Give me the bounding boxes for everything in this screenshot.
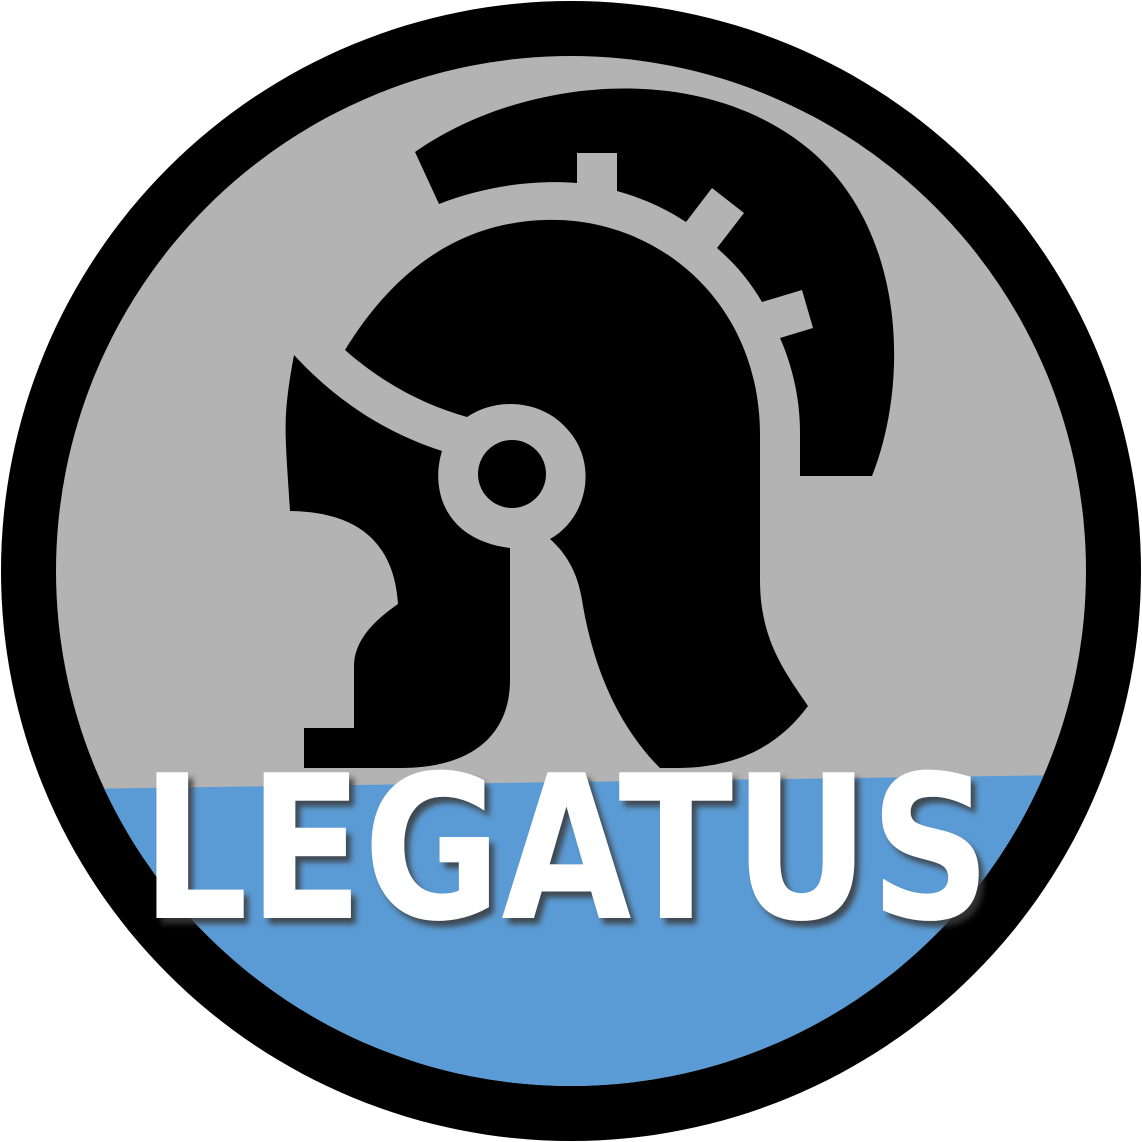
roman-helmet-icon: [285, 88, 895, 768]
logo-wordmark: LEGATUS: [141, 733, 991, 966]
